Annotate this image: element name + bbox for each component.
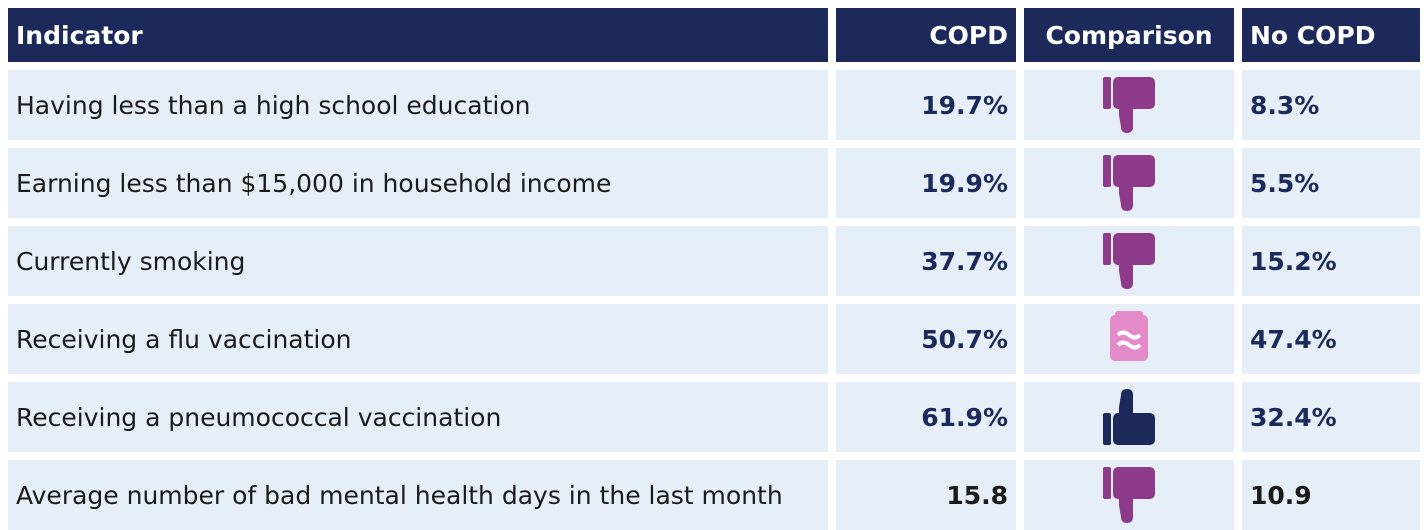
- comparison-cell: [1024, 148, 1234, 218]
- comparison-icon: [1101, 309, 1157, 369]
- indicator-text: Earning less than $15,000 in household i…: [16, 168, 612, 198]
- indicator-text: Receiving a flu vaccination: [16, 324, 352, 354]
- no-copd-cell: 10.9: [1242, 460, 1420, 530]
- no-copd-value: 47.4%: [1250, 324, 1337, 354]
- no-copd-cell: 5.5%: [1242, 148, 1420, 218]
- no-copd-cell: 32.4%: [1242, 382, 1420, 452]
- header-text: No COPD: [1250, 20, 1376, 50]
- no-copd-value: 5.5%: [1250, 168, 1320, 198]
- comparison-icon: [1101, 387, 1157, 447]
- indicator-cell: Currently smoking: [8, 226, 828, 296]
- comparison-cell: [1024, 304, 1234, 374]
- no-copd-cell: 47.4%: [1242, 304, 1420, 374]
- indicator-cell: Having less than a high school education: [8, 70, 828, 140]
- copd-cell: 15.8: [836, 460, 1016, 530]
- indicator-text: Receiving a pneumococcal vaccination: [16, 402, 502, 432]
- indicator-cell: Receiving a flu vaccination: [8, 304, 828, 374]
- copd-value: 50.7%: [921, 324, 1008, 354]
- comparison-cell: [1024, 460, 1234, 530]
- comparison-cell: [1024, 226, 1234, 296]
- header-text: COPD: [929, 20, 1008, 50]
- copd-cell: 19.7%: [836, 70, 1016, 140]
- copd-value: 19.9%: [921, 168, 1008, 198]
- indicator-text: Currently smoking: [16, 246, 246, 276]
- header-cell: Indicator: [8, 8, 828, 62]
- indicator-text: Average number of bad mental health days…: [16, 480, 783, 510]
- comparison-icon: [1101, 153, 1157, 213]
- header-cell: COPD: [836, 8, 1016, 62]
- copd-value: 19.7%: [921, 90, 1008, 120]
- indicator-text: Having less than a high school education: [16, 90, 531, 120]
- copd-value: 15.8: [946, 480, 1008, 510]
- copd-cell: 19.9%: [836, 148, 1016, 218]
- indicator-cell: Earning less than $15,000 in household i…: [8, 148, 828, 218]
- copd-cell: 50.7%: [836, 304, 1016, 374]
- no-copd-value: 15.2%: [1250, 246, 1337, 276]
- comparison-icon: [1101, 75, 1157, 135]
- indicator-cell: Receiving a pneumococcal vaccination: [8, 382, 828, 452]
- header-cell: Comparison: [1024, 8, 1234, 62]
- no-copd-cell: 8.3%: [1242, 70, 1420, 140]
- copd-cell: 37.7%: [836, 226, 1016, 296]
- no-copd-value: 8.3%: [1250, 90, 1320, 120]
- comparison-cell: [1024, 70, 1234, 140]
- no-copd-cell: 15.2%: [1242, 226, 1420, 296]
- no-copd-value: 10.9: [1250, 480, 1312, 510]
- comparison-icon: [1101, 231, 1157, 291]
- copd-cell: 61.9%: [836, 382, 1016, 452]
- header-cell: No COPD: [1242, 8, 1420, 62]
- comparison-cell: [1024, 382, 1234, 452]
- no-copd-value: 32.4%: [1250, 402, 1337, 432]
- page: Indicator COPD Comparison No COPD Having les…: [8, 8, 1420, 530]
- header-text: Indicator: [16, 20, 143, 50]
- indicator-cell: Average number of bad mental health days…: [8, 460, 828, 530]
- comparison-icon: [1101, 465, 1157, 525]
- copd-value: 37.7%: [921, 246, 1008, 276]
- header-text: Comparison: [1045, 20, 1213, 50]
- copd-value: 61.9%: [921, 402, 1008, 432]
